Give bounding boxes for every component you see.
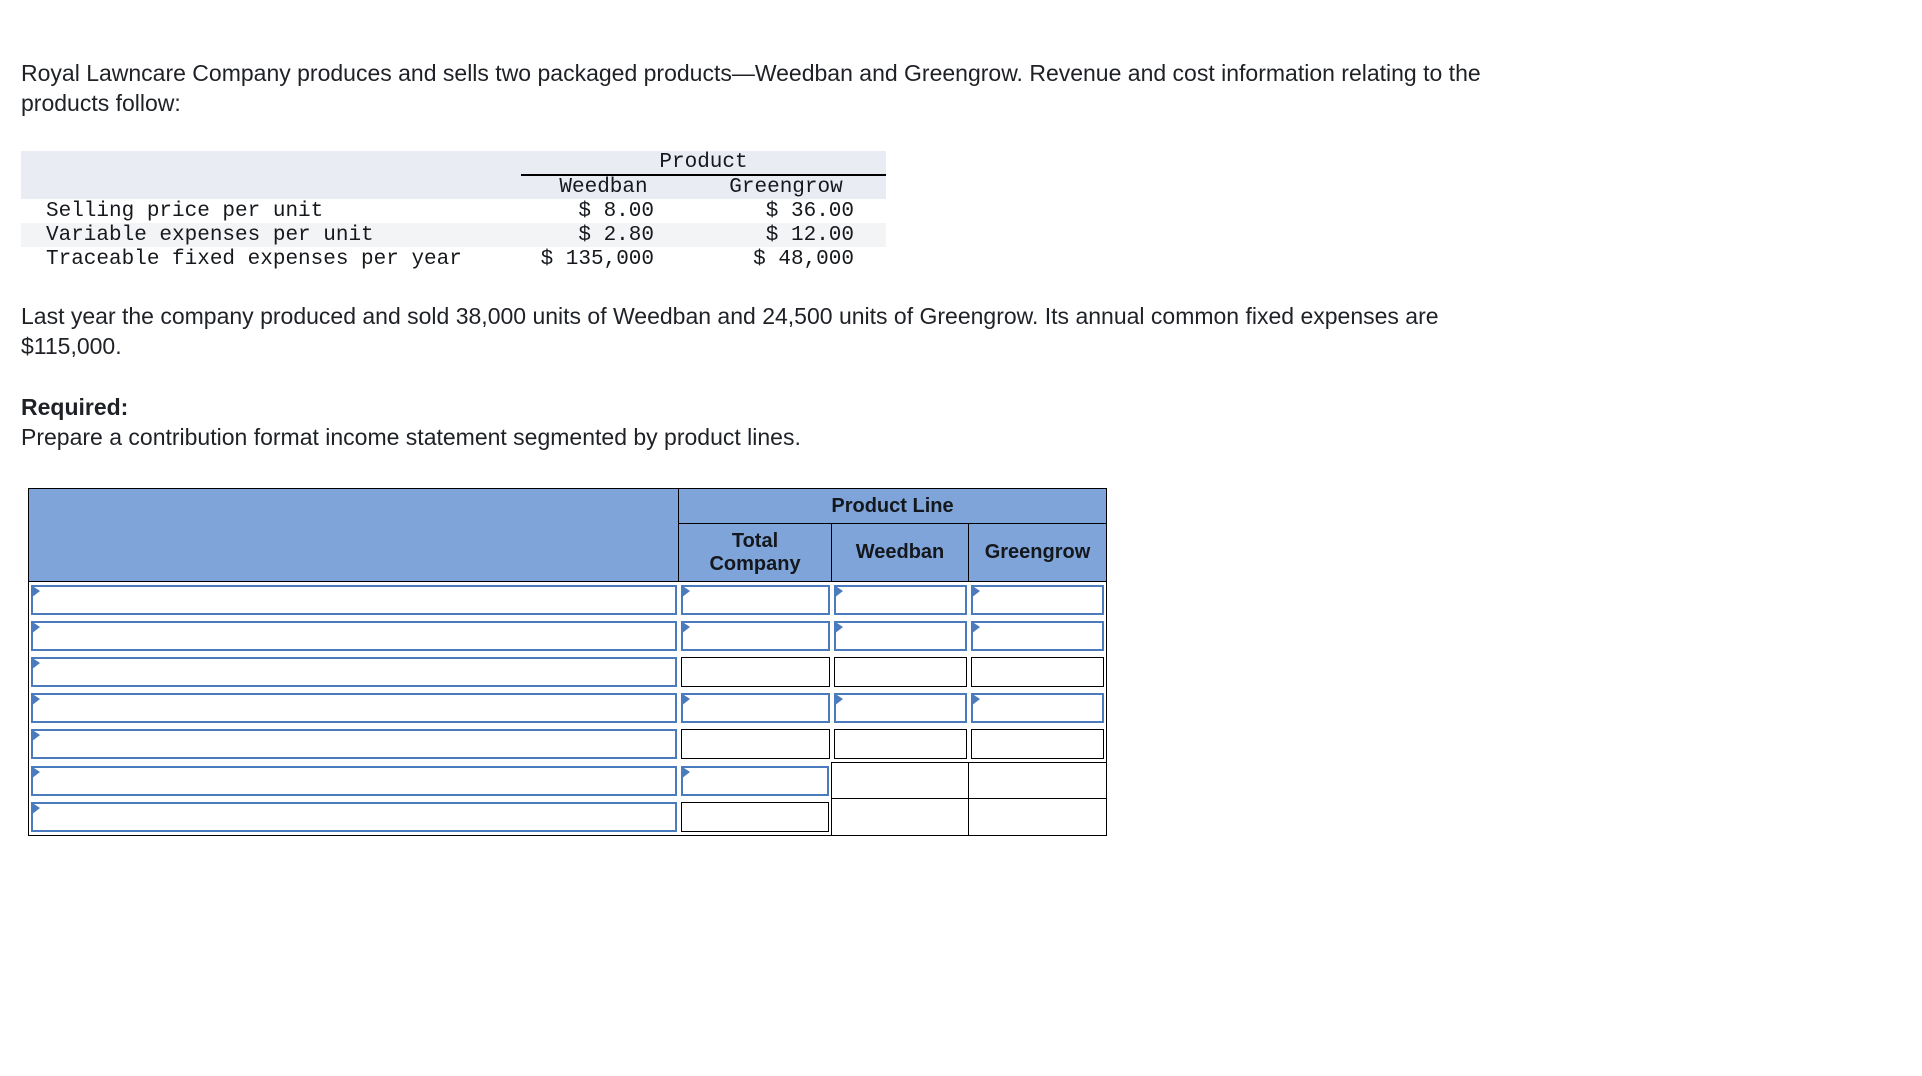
answer-greengrow-column-header: Greengrow bbox=[968, 523, 1107, 582]
row-label-input[interactable] bbox=[31, 729, 677, 760]
editable-cell-flag-icon bbox=[680, 693, 690, 706]
editable-cell-flag-icon bbox=[31, 657, 40, 670]
income-statement-table: Product Line Total Company Weedban Green… bbox=[28, 488, 1107, 836]
info-greengrow-column-header: Greengrow bbox=[686, 175, 886, 199]
problem-statement: Royal Lawncare Company produces and sell… bbox=[21, 60, 1481, 116]
required-heading: Required: bbox=[21, 394, 129, 420]
editable-cell-flag-icon bbox=[31, 801, 40, 815]
total-company-input[interactable] bbox=[680, 765, 829, 796]
column-header-row: Total Company Weedban Greengrow bbox=[29, 523, 1107, 582]
spacer-cell bbox=[21, 175, 521, 199]
editable-cell-flag-icon bbox=[833, 693, 843, 706]
product-group-header-row: Product bbox=[21, 151, 886, 176]
row-label: Traceable fixed expenses per year bbox=[46, 247, 462, 271]
total-company-input[interactable] bbox=[680, 585, 830, 615]
editable-cell-flag-icon bbox=[31, 693, 40, 706]
statement-row-6 bbox=[29, 762, 1107, 799]
greengrow-input[interactable] bbox=[970, 585, 1104, 615]
info-row-selling-price: Selling price per unit $ 8.00 $ 36.00 bbox=[21, 199, 886, 223]
row-label: Selling price per unit bbox=[46, 199, 324, 223]
spacer-cell bbox=[21, 151, 521, 175]
blank-cell bbox=[831, 798, 969, 836]
editable-cell-flag-icon bbox=[833, 621, 843, 634]
greengrow-input[interactable] bbox=[970, 693, 1104, 723]
statement-row-5 bbox=[29, 726, 1107, 763]
editable-cell-flag-icon bbox=[970, 693, 980, 706]
info-weedban-column-header: Weedban bbox=[521, 175, 686, 199]
row-label-input[interactable] bbox=[31, 657, 677, 687]
greengrow-value: $ 36.00 bbox=[765, 199, 854, 223]
editable-cell-flag-icon bbox=[680, 621, 690, 634]
total-company-calculated-cell bbox=[680, 729, 830, 760]
editable-cell-flag-icon bbox=[680, 765, 690, 779]
row-label-input[interactable] bbox=[31, 801, 677, 832]
editable-cell-flag-icon bbox=[833, 585, 843, 598]
total-company-header-label: Total Company bbox=[709, 529, 801, 575]
greengrow-value: $ 48,000 bbox=[753, 247, 854, 271]
editable-cell-flag-icon bbox=[680, 585, 690, 598]
editable-cell-flag-icon bbox=[970, 621, 980, 634]
weedban-value: $ 2.80 bbox=[521, 223, 686, 247]
answer-weedban-column-header: Weedban bbox=[831, 523, 969, 582]
weedban-calculated-cell bbox=[833, 729, 967, 759]
editable-cell-flag-icon bbox=[31, 765, 40, 779]
product-line-group-header: Product Line bbox=[678, 488, 1107, 524]
statement-row-2 bbox=[29, 618, 1107, 654]
group-header-row: Product Line bbox=[28, 488, 1107, 582]
required-instruction: Prepare a contribution format income sta… bbox=[21, 424, 801, 450]
statement-row-3 bbox=[29, 654, 1107, 690]
weedban-value: $ 135,000 bbox=[540, 247, 654, 271]
total-company-calculated-cell bbox=[680, 657, 830, 687]
total-company-calculated-cell bbox=[680, 801, 829, 832]
weedban-input[interactable] bbox=[833, 693, 967, 723]
weedban-input[interactable] bbox=[833, 621, 967, 651]
answer-total-company-column-header: Total Company bbox=[678, 523, 832, 582]
editable-cell-flag-icon bbox=[31, 729, 40, 743]
product-info-table: Product Weedban Greengrow Selling price … bbox=[21, 151, 886, 271]
row-label-input[interactable] bbox=[31, 585, 677, 615]
product-group-header: Product bbox=[521, 151, 886, 176]
editable-cell-flag-icon bbox=[31, 621, 40, 634]
weedban-value: $ 8.00 bbox=[578, 199, 654, 223]
row-label: Variable expenses per unit bbox=[21, 223, 521, 247]
weedban-calculated-cell bbox=[833, 657, 967, 687]
blank-cell bbox=[831, 762, 969, 799]
statement-row-1 bbox=[29, 582, 1107, 619]
blank-cell bbox=[968, 762, 1107, 799]
statement-row-7 bbox=[29, 798, 1107, 836]
editable-cell-flag-icon bbox=[970, 585, 980, 598]
page: Royal Lawncare Company produces and sell… bbox=[21, 60, 1481, 836]
greengrow-value: $ 12.00 bbox=[686, 223, 886, 247]
narrative-text: Last year the company produced and sold … bbox=[21, 303, 1439, 359]
info-row-variable-expenses: Variable expenses per unit $ 2.80 $ 12.0… bbox=[21, 223, 886, 247]
total-company-input[interactable] bbox=[680, 621, 830, 651]
statement-row-4 bbox=[29, 690, 1107, 726]
row-label-input[interactable] bbox=[31, 693, 677, 723]
info-row-traceable-fixed: Traceable fixed expenses per year $ 135,… bbox=[21, 247, 886, 271]
editable-cell-flag-icon bbox=[31, 585, 40, 598]
greengrow-calculated-cell bbox=[970, 657, 1104, 687]
product-column-header-row: Weedban Greengrow bbox=[21, 175, 886, 199]
row-label-input[interactable] bbox=[31, 621, 677, 651]
blank-cell bbox=[968, 798, 1107, 836]
row-label-input[interactable] bbox=[31, 765, 677, 796]
weedban-input[interactable] bbox=[833, 585, 967, 615]
greengrow-calculated-cell bbox=[970, 729, 1104, 759]
total-company-input[interactable] bbox=[680, 693, 830, 723]
table-corner-cell bbox=[28, 488, 679, 582]
greengrow-input[interactable] bbox=[970, 621, 1104, 651]
